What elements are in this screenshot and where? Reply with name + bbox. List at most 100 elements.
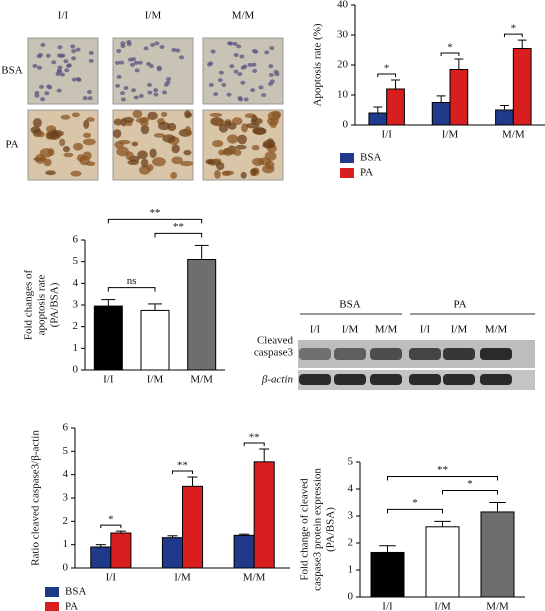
lane-label: I/M xyxy=(451,324,468,336)
cell xyxy=(147,82,153,87)
significance-bracket xyxy=(503,33,523,38)
cell xyxy=(45,170,56,176)
y-axis-label: apoptosis rate xyxy=(36,274,48,335)
cell xyxy=(40,42,46,47)
cell xyxy=(221,171,232,177)
legend-label: PA xyxy=(360,167,373,179)
cell xyxy=(59,138,66,147)
y-axis-label: Ratio cleaved caspase3/β-actin xyxy=(30,430,42,566)
comparison-label: * xyxy=(467,478,473,490)
cell xyxy=(271,110,282,119)
y-tick-label: 0 xyxy=(348,591,354,603)
cell xyxy=(262,139,276,148)
cell xyxy=(159,45,165,50)
cell xyxy=(40,97,46,102)
cell xyxy=(132,109,143,119)
bar xyxy=(495,109,514,126)
y-tick-label: 3 xyxy=(73,299,79,311)
band xyxy=(299,348,331,360)
cell xyxy=(134,68,140,73)
legend-swatch xyxy=(45,587,59,597)
bar xyxy=(368,112,388,126)
cell xyxy=(268,64,274,69)
column-label: M/M xyxy=(232,10,255,22)
cell xyxy=(71,77,77,82)
x-tick-label: I/M xyxy=(174,572,191,584)
band xyxy=(370,374,402,385)
bar xyxy=(140,309,170,371)
cell xyxy=(208,83,214,88)
cell xyxy=(51,60,57,65)
y-tick-label: 2 xyxy=(348,537,354,549)
cell xyxy=(140,124,150,135)
cell xyxy=(269,46,275,51)
cell xyxy=(116,48,122,53)
cell xyxy=(47,148,55,157)
cell xyxy=(243,97,249,102)
cell xyxy=(63,59,69,64)
cell xyxy=(133,60,139,65)
cell xyxy=(179,55,185,60)
blot-row-label: caspase3 xyxy=(254,347,294,359)
cell xyxy=(221,150,230,155)
cell xyxy=(273,69,279,74)
cell xyxy=(268,81,274,86)
cell xyxy=(87,96,93,101)
comparison-label: ** xyxy=(173,221,184,233)
y-axis-label: Fold changes of xyxy=(23,270,35,341)
comparison-bracket xyxy=(442,490,498,495)
cell xyxy=(119,60,125,65)
bar xyxy=(512,48,532,126)
y-tick-label: 40 xyxy=(337,0,349,11)
cell xyxy=(32,118,42,128)
column-label: I/I xyxy=(58,10,69,22)
cell xyxy=(70,44,76,49)
band xyxy=(443,348,475,360)
cell xyxy=(116,74,122,79)
lane-label: M/M xyxy=(485,324,508,336)
y-tick-label: 0 xyxy=(63,562,69,574)
cell xyxy=(154,41,160,46)
cell xyxy=(56,88,62,93)
column-label: I/M xyxy=(145,10,162,22)
significance-bracket xyxy=(440,52,460,56)
significance-bracket xyxy=(243,442,265,446)
band xyxy=(443,374,475,385)
bar xyxy=(253,461,275,569)
cell xyxy=(71,56,77,61)
y-tick-label: 5 xyxy=(73,255,79,267)
cell xyxy=(131,88,137,93)
cell xyxy=(218,123,229,133)
significance-bracket xyxy=(377,73,397,77)
cell xyxy=(135,117,148,124)
cell xyxy=(212,158,222,163)
cell xyxy=(37,52,43,57)
cell xyxy=(123,116,134,123)
cell xyxy=(59,72,65,77)
comparison-label: * xyxy=(412,497,418,509)
cell xyxy=(137,150,148,160)
cell xyxy=(57,65,63,70)
cell xyxy=(166,77,172,82)
cell xyxy=(156,67,162,72)
cell xyxy=(66,63,72,68)
y-tick-label: 6 xyxy=(73,234,79,246)
cell xyxy=(239,54,245,59)
cell xyxy=(55,71,61,76)
cell xyxy=(249,168,257,177)
cell xyxy=(58,53,64,58)
cell xyxy=(210,49,216,54)
bar xyxy=(480,511,515,598)
cell xyxy=(146,61,152,66)
cell xyxy=(157,121,171,131)
comparison-label: ** xyxy=(437,464,448,476)
bar xyxy=(182,485,204,569)
y-axis-label: Apoptosis rate (%) xyxy=(312,23,324,106)
cell xyxy=(233,52,239,57)
cell xyxy=(88,50,94,55)
cell xyxy=(264,151,277,161)
y-tick-label: 5 xyxy=(348,456,354,468)
cell xyxy=(251,62,257,67)
cell xyxy=(218,70,224,75)
